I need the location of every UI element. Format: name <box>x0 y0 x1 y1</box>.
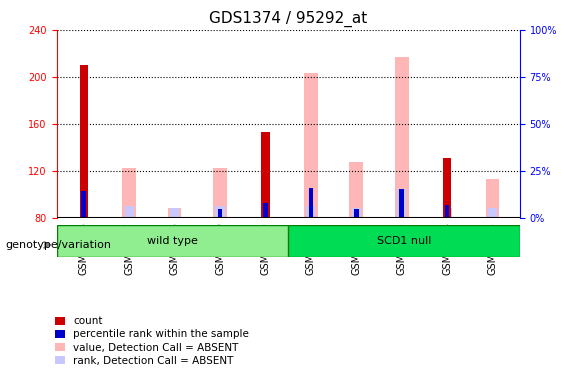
Bar <box>170 208 179 218</box>
Bar <box>213 168 227 217</box>
Bar <box>308 188 313 218</box>
Bar <box>306 206 315 218</box>
Bar <box>125 206 134 218</box>
Text: wild type: wild type <box>147 236 198 246</box>
FancyBboxPatch shape <box>288 225 520 257</box>
Bar <box>123 168 136 217</box>
Bar <box>350 162 363 218</box>
Legend: count, percentile rank within the sample, value, Detection Call = ABSENT, rank, : count, percentile rank within the sample… <box>50 312 253 370</box>
Bar <box>354 209 359 218</box>
Bar <box>442 208 451 218</box>
Bar <box>399 189 404 217</box>
Bar <box>215 206 224 218</box>
Bar <box>395 57 408 217</box>
Bar <box>263 203 268 217</box>
Bar <box>168 208 181 218</box>
Bar <box>397 189 406 217</box>
Bar <box>352 208 361 218</box>
Bar <box>262 132 270 218</box>
Bar <box>445 205 449 218</box>
Bar <box>488 208 497 218</box>
Bar <box>443 158 451 218</box>
Bar <box>218 209 222 218</box>
Text: genotype/variation: genotype/variation <box>6 240 112 250</box>
Title: GDS1374 / 95292_at: GDS1374 / 95292_at <box>209 11 367 27</box>
FancyBboxPatch shape <box>56 225 288 257</box>
Text: SCD1 null: SCD1 null <box>377 236 431 246</box>
Bar <box>486 179 499 218</box>
Bar <box>80 65 88 218</box>
Bar <box>304 74 318 217</box>
Bar <box>81 190 86 217</box>
